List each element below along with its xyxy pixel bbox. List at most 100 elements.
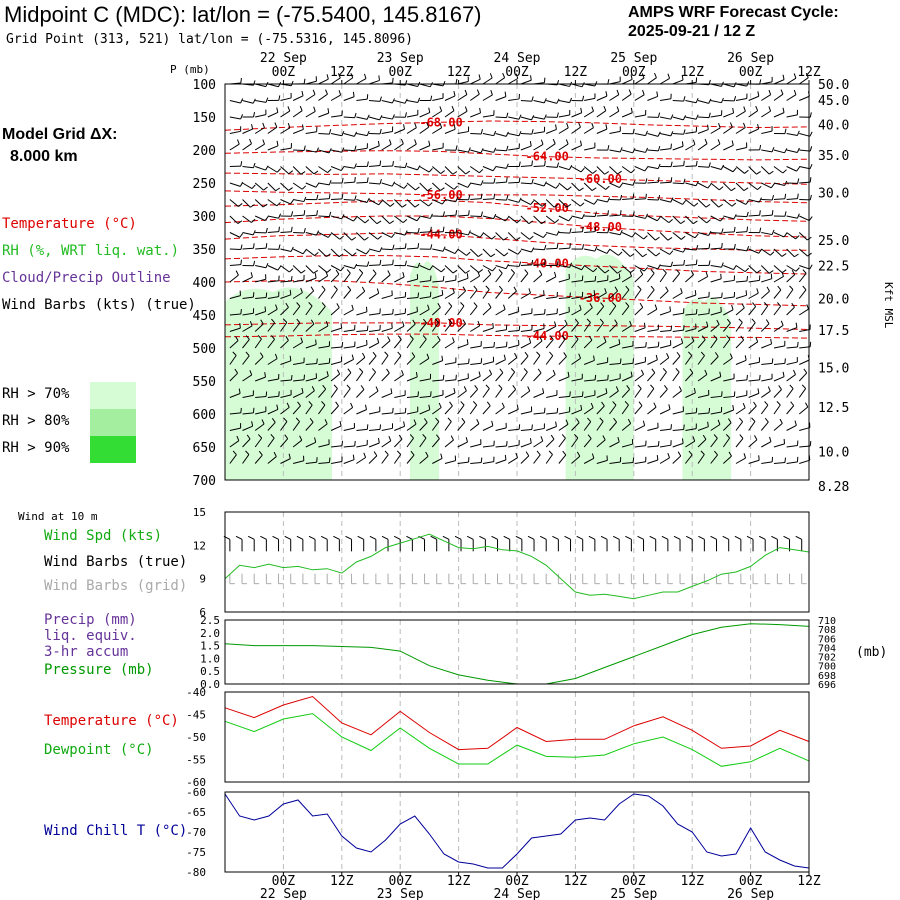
wind-barb-flag <box>460 302 465 307</box>
wind-barb-flag <box>505 131 509 137</box>
wind-barb <box>280 231 292 233</box>
wind-barb <box>381 372 390 382</box>
wind-barb <box>723 296 735 299</box>
wind-barb-flag <box>650 285 655 291</box>
wind-barb-flag <box>790 401 795 406</box>
wind-barb-flag <box>517 250 522 255</box>
wind-barb-flag <box>430 244 433 250</box>
wind-barb-flag <box>665 286 669 292</box>
wind-barb <box>722 338 731 349</box>
wind-barb-flag <box>793 73 797 79</box>
wind-barb <box>482 273 492 283</box>
wind-barb <box>368 390 379 398</box>
wind-barb-flag <box>365 249 370 255</box>
top-day-label: 26 Sep <box>727 51 774 66</box>
wind-barb <box>444 182 455 190</box>
wind-barb-flag <box>477 320 481 326</box>
wind-barb <box>368 292 379 299</box>
wind-barb-flag <box>550 434 555 440</box>
wind-barb <box>786 274 796 283</box>
wind-barb-flag <box>347 285 352 291</box>
wind-barb <box>533 248 545 251</box>
wind-barb-flag <box>741 303 745 309</box>
wind-barb <box>470 345 482 349</box>
wind-barb <box>672 145 684 151</box>
wind-barb <box>798 388 807 398</box>
wind-barb-flag <box>379 160 382 166</box>
wind-barb-flag <box>718 123 721 129</box>
wind-barb-flag <box>619 183 623 188</box>
isotherm-label: -44.00 <box>419 227 462 241</box>
wind-barb-flag <box>426 122 430 128</box>
wind-barb-flag <box>429 213 433 219</box>
wind-barb <box>672 273 681 283</box>
wind-barb-flag <box>392 309 394 315</box>
wind-barb <box>406 182 416 191</box>
wind-barb <box>761 110 771 118</box>
wind-barb-flag <box>340 266 345 272</box>
wind-barb <box>292 292 303 299</box>
wind-barb-flag <box>467 183 472 188</box>
wind-barb-flag <box>417 391 419 397</box>
wind-barb <box>546 426 557 431</box>
wind-barb <box>748 292 759 299</box>
wind-barb-flag <box>402 218 408 223</box>
wind-barb-flag <box>468 358 470 364</box>
wind-barb-flag <box>505 216 509 222</box>
wind-barb-flag <box>744 169 749 174</box>
wind-barb <box>596 110 607 118</box>
wind-barb-flag <box>409 434 414 439</box>
wind-barb <box>786 215 798 219</box>
wind-barb <box>697 100 709 104</box>
wind-barb <box>685 274 694 283</box>
wind-barb-flag <box>678 386 682 392</box>
wind-barb-flag <box>670 131 674 137</box>
rh80-swatch <box>90 409 136 436</box>
wind-barb-flag <box>784 211 787 217</box>
wind-barb-flag <box>603 105 607 111</box>
wind-barb <box>457 265 466 274</box>
wind-barb-flag <box>604 288 607 294</box>
wind-barb <box>280 97 292 101</box>
wind-barb <box>735 110 746 118</box>
surface-wind-barbs <box>223 535 807 585</box>
wind-barb <box>546 232 557 236</box>
wind-barb <box>786 424 797 431</box>
wind-barb <box>318 345 330 349</box>
wind-barb-flag <box>574 318 579 324</box>
wind-barb-flag <box>683 424 685 430</box>
wind-barb <box>596 182 606 190</box>
wind-barb-flag <box>391 181 396 187</box>
wind-barb <box>330 149 342 153</box>
wind-barb <box>748 379 760 382</box>
wind-barb <box>331 445 343 448</box>
wind-barb <box>697 394 709 398</box>
wind-barb-flag <box>590 402 594 408</box>
wind-barb <box>470 198 482 200</box>
wind-barb <box>558 232 570 234</box>
surface-barb-true-flag <box>746 535 754 540</box>
wind-barb-flag <box>593 200 598 205</box>
wind-barb <box>343 388 351 398</box>
legend-temperature-surface: Temperature (°C) <box>44 713 179 729</box>
wind-barb-flag <box>303 78 306 84</box>
wind-barb-flag <box>625 285 630 291</box>
bottom-day-label: 22 Sep <box>260 887 307 900</box>
wind-barb-flag <box>616 106 620 112</box>
wind-barb <box>381 199 391 207</box>
wind-barb-flag <box>273 451 277 457</box>
wind-barb-flag <box>795 235 800 240</box>
wind-barb-flag <box>289 289 292 295</box>
wind-barb <box>647 289 655 299</box>
wind-barb <box>305 323 315 332</box>
surface-barb-true-flag <box>442 535 450 540</box>
wind-barb <box>457 362 469 365</box>
pressure-tick-label-right: 710 <box>818 616 836 627</box>
wind-barb <box>609 343 620 349</box>
wind-barb-flag <box>706 321 709 327</box>
wind-barb <box>634 215 646 219</box>
wind-barb <box>647 149 659 152</box>
wind-barb <box>533 372 542 382</box>
rh-region <box>409 261 440 480</box>
wind-barb-flag <box>388 436 392 442</box>
